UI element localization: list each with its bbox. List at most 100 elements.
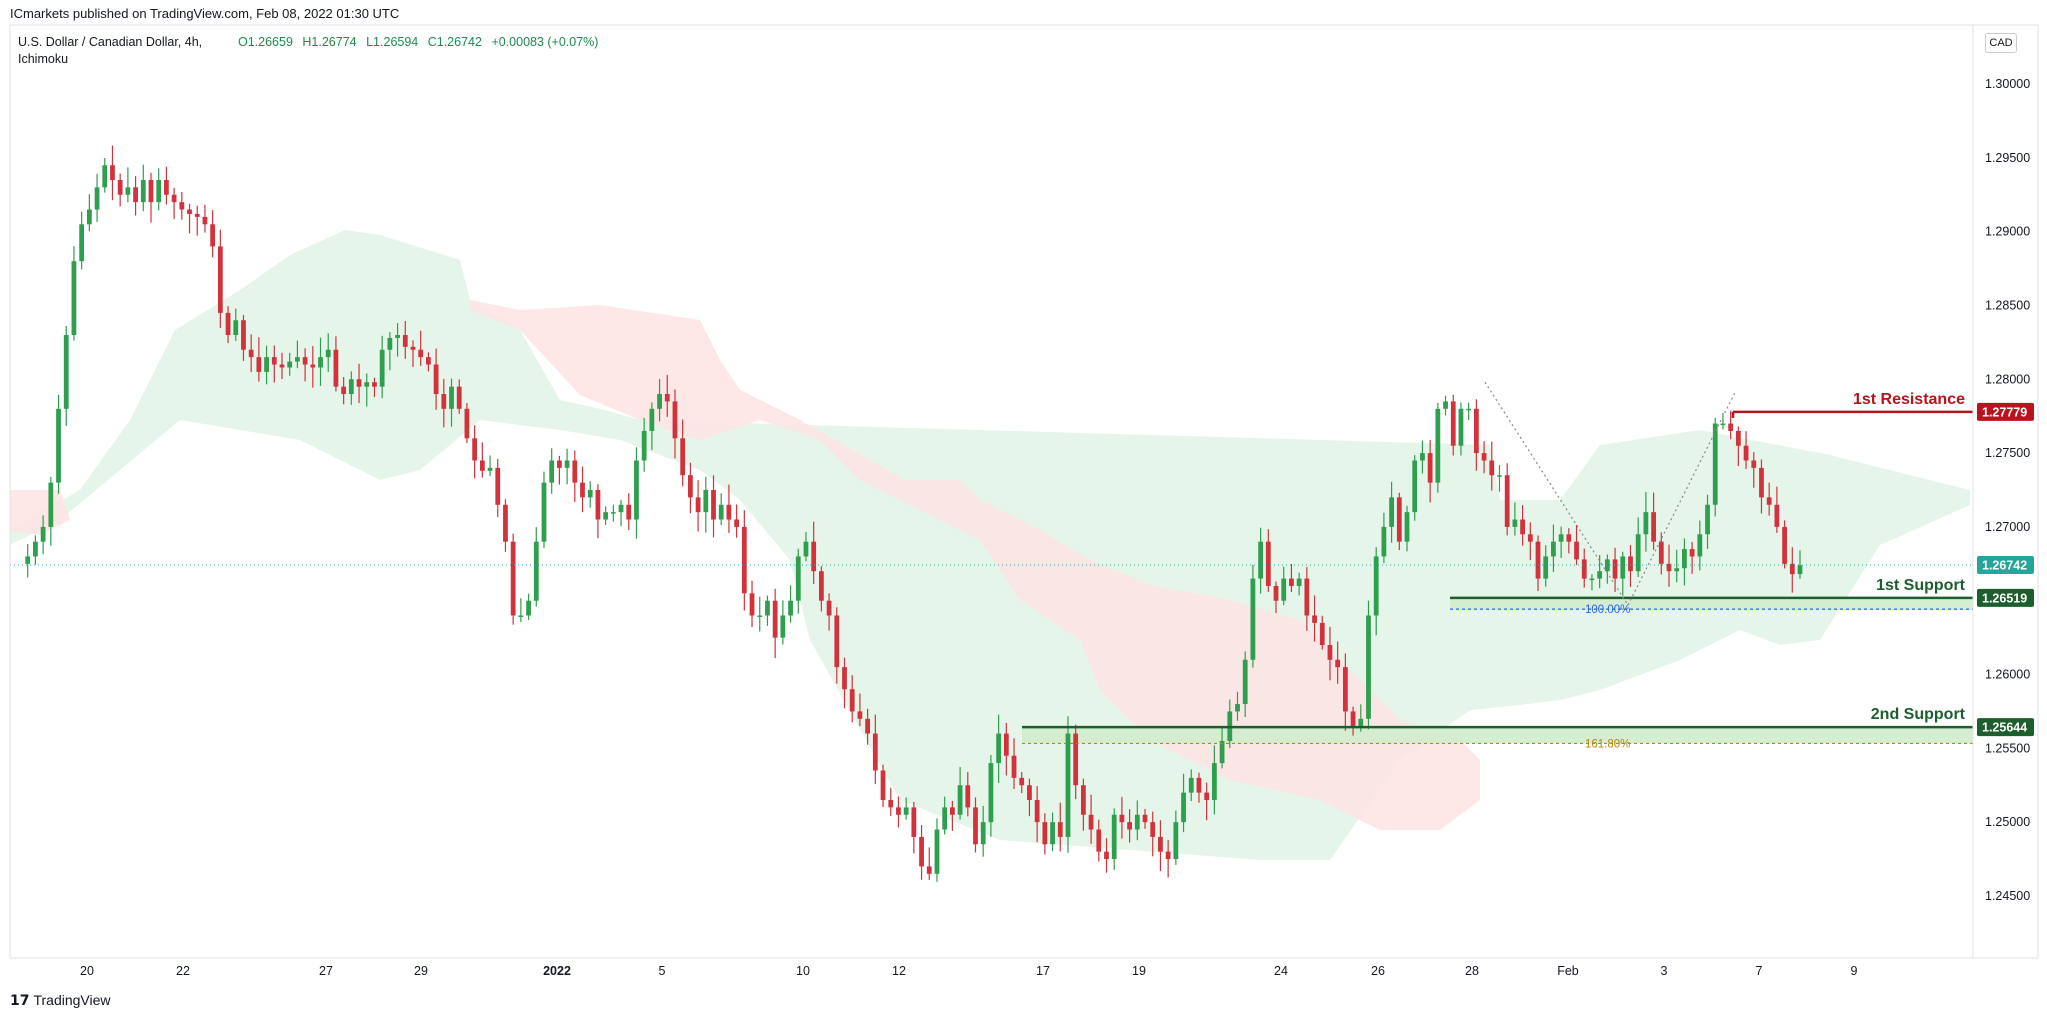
candle-body	[1774, 504, 1780, 527]
candle-body	[1335, 659, 1341, 668]
candle	[1581, 548, 1587, 588]
candle-body	[287, 361, 293, 368]
candle-body	[318, 357, 323, 368]
candle-body	[441, 394, 447, 409]
candle	[426, 352, 431, 372]
candle	[1728, 410, 1734, 440]
candle	[780, 600, 786, 645]
candle-body	[71, 261, 77, 335]
price-label-last: 1.26742	[1977, 555, 2034, 574]
candle-body	[171, 194, 177, 203]
candle-body	[387, 337, 393, 350]
candle	[395, 323, 400, 357]
candle	[834, 607, 840, 684]
candle	[1281, 566, 1287, 606]
tradingview-brand[interactable]: 𝟭𝟳 TradingView	[10, 992, 111, 1009]
candle	[718, 493, 724, 526]
resistance-annotation: 1st Resistance	[1853, 391, 1965, 408]
candle-body	[1104, 851, 1109, 860]
x-tick-label: Feb	[1557, 964, 1579, 978]
candle-body	[1073, 733, 1079, 786]
candle	[541, 471, 547, 548]
candle	[849, 675, 855, 723]
y-tick-label: 1.28500	[1985, 298, 2030, 312]
candle	[1735, 426, 1741, 467]
candle-body	[202, 216, 208, 225]
candle-body	[1396, 497, 1402, 542]
candle-body	[1697, 534, 1703, 557]
candle	[1535, 535, 1541, 592]
candle	[1389, 481, 1394, 543]
candle	[241, 315, 246, 361]
candle	[626, 493, 632, 531]
candle	[295, 340, 300, 369]
candle-body	[1581, 559, 1587, 579]
candle	[433, 348, 439, 410]
ohlc-open: O1.26659	[238, 35, 293, 49]
candle-body	[1019, 777, 1025, 786]
y-tick-label: 1.27500	[1985, 446, 2030, 460]
currency-button[interactable]: CAD	[1985, 33, 2017, 53]
candle	[1751, 452, 1757, 488]
candle	[1127, 809, 1132, 843]
price-label-bg	[1977, 555, 2034, 574]
support2-annotation: 2nd Support	[1871, 706, 1966, 723]
candle	[1258, 527, 1263, 594]
candle-body	[1535, 541, 1541, 579]
candle-body	[79, 224, 85, 262]
candle-body	[125, 187, 131, 195]
candle	[1489, 441, 1495, 491]
candle-body	[1127, 822, 1132, 830]
candle-body	[1651, 512, 1656, 542]
candle	[1420, 440, 1425, 474]
candle	[479, 442, 485, 478]
candle	[688, 462, 693, 514]
candle	[33, 535, 38, 565]
candle-body	[1674, 568, 1680, 572]
candle-body	[1173, 822, 1179, 860]
candle-body	[1381, 526, 1387, 557]
candle	[803, 532, 809, 562]
candle	[1096, 819, 1102, 862]
candle-body	[703, 490, 709, 513]
candle	[71, 246, 77, 341]
candle-body	[1296, 578, 1302, 586]
candle	[1682, 538, 1687, 586]
candle	[1050, 812, 1055, 852]
candle-body	[194, 213, 200, 217]
candle-body	[526, 600, 531, 616]
candle	[1566, 528, 1572, 554]
candle-body	[1281, 578, 1287, 601]
candle-body	[372, 382, 377, 387]
candle	[356, 363, 362, 404]
symbol-title: U.S. Dollar / Canadian Dollar, 4h,	[18, 35, 203, 49]
ohlc-low: L1.26594	[366, 35, 419, 49]
price-label-bg	[1977, 588, 2034, 607]
candle-body	[264, 357, 269, 372]
support-zones	[1022, 597, 1973, 744]
candle	[1450, 394, 1456, 456]
candle	[618, 499, 624, 527]
candle	[1019, 772, 1025, 794]
candle-body	[1389, 497, 1394, 527]
candle-body	[140, 180, 146, 203]
price-label-bg	[1977, 402, 2034, 421]
price-label-support: 1.26519	[1977, 588, 2034, 607]
candle-body	[1211, 763, 1217, 800]
candle	[795, 548, 801, 614]
price-label-text: 1.27779	[1982, 405, 2027, 419]
candle-body	[849, 689, 855, 712]
candle	[518, 598, 524, 623]
candle	[1574, 524, 1579, 565]
x-tick-label: 28	[1465, 964, 1479, 978]
ohlc-high: H1.26774	[302, 35, 357, 49]
candle	[418, 330, 424, 366]
candle-body	[25, 556, 31, 564]
candle-body	[187, 209, 192, 214]
candle-body	[949, 807, 955, 815]
candle-body	[587, 490, 593, 498]
candle-body	[1735, 430, 1741, 446]
candle-body	[426, 357, 431, 365]
candle-body	[1712, 423, 1718, 505]
